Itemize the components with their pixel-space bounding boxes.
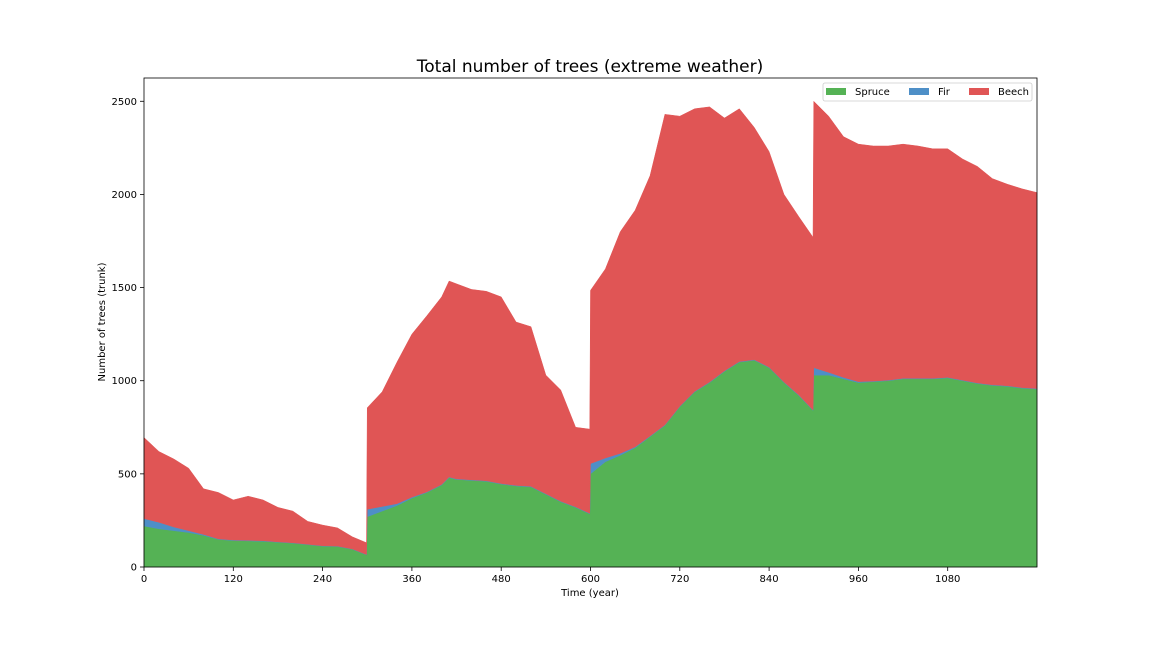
x-tick-label: 240 xyxy=(313,574,332,585)
y-tick-label: 1500 xyxy=(112,283,137,294)
x-tick-label: 0 xyxy=(141,574,147,585)
y-axis-label: Number of trees (trunk) xyxy=(97,262,108,381)
legend-label-beech: Beech xyxy=(998,87,1029,98)
legend-swatch-fir xyxy=(909,88,929,95)
x-tick-label: 720 xyxy=(670,574,689,585)
chart-title: Total number of trees (extreme weather) xyxy=(416,57,763,77)
y-tick-label: 0 xyxy=(131,563,137,574)
y-tick-label: 2000 xyxy=(112,190,137,201)
legend-label-fir: Fir xyxy=(938,87,951,98)
y-tick-label: 1000 xyxy=(112,376,137,387)
legend-label-spruce: Spruce xyxy=(855,87,890,98)
y-tick-label: 2500 xyxy=(112,97,137,108)
legend-swatch-spruce xyxy=(826,88,846,95)
x-tick-label: 840 xyxy=(760,574,779,585)
x-axis-ticks: 0 120 240 360 480 600 720 840 960 1080 xyxy=(141,567,960,585)
x-axis-label: Time (year) xyxy=(560,588,619,599)
y-axis-ticks: 0 500 1000 1500 2000 2500 xyxy=(112,97,144,574)
x-tick-label: 360 xyxy=(402,574,421,585)
legend-swatch-beech xyxy=(969,88,989,95)
x-tick-label: 960 xyxy=(849,574,868,585)
x-tick-label: 480 xyxy=(492,574,511,585)
x-tick-label: 1080 xyxy=(935,574,960,585)
plot-areas xyxy=(143,100,1038,568)
legend: Spruce Fir Beech xyxy=(822,82,1033,102)
x-tick-label: 600 xyxy=(581,574,600,585)
y-tick-label: 500 xyxy=(118,469,137,480)
x-tick-label: 120 xyxy=(224,574,243,585)
